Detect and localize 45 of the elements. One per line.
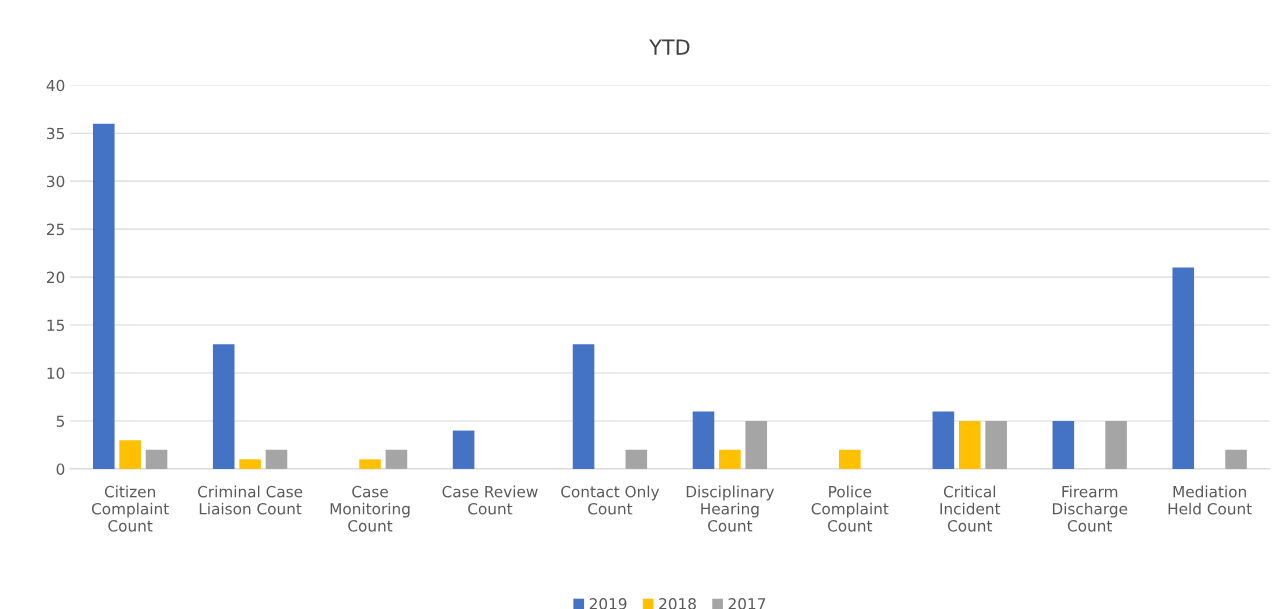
- bar: [359, 459, 381, 469]
- y-tick-label: 10: [47, 367, 65, 380]
- y-tick-label: 35: [47, 127, 64, 140]
- bar: [385, 449, 408, 469]
- x-tick-label: Citizen Complaint Count: [91, 485, 169, 532]
- x-tick-label: Criminal Case Liaison Count: [198, 485, 303, 515]
- bar: [745, 420, 768, 469]
- x-tick-label: Firearm Discharge Count: [1052, 485, 1128, 532]
- x-tick-label: Critical Incident Count: [940, 485, 1001, 532]
- bar: [239, 459, 261, 469]
- bar: [119, 440, 141, 469]
- y-tick-label: 25: [47, 223, 64, 236]
- y-tick-label: 40: [46, 79, 65, 92]
- y-tick-label: 30: [47, 175, 65, 188]
- bar: [572, 344, 595, 469]
- bar: [212, 344, 235, 469]
- y-tick-label: 0: [56, 463, 65, 475]
- legend-label: 2017: [728, 598, 766, 609]
- y-tick-label: 5: [56, 415, 64, 427]
- bar: [932, 411, 955, 469]
- bar: [625, 449, 648, 469]
- legend-label: 2018: [659, 598, 696, 609]
- y-tick-label: 20: [47, 271, 65, 284]
- x-tick-label: Police Complaint Count: [811, 485, 889, 532]
- bar: [145, 449, 168, 469]
- x-tick-label: Case Monitoring Count: [330, 485, 410, 532]
- bar: [839, 449, 861, 469]
- x-tick-label: Mediation Held Count: [1168, 485, 1252, 515]
- x-tick-label: Case Review Count: [442, 485, 538, 515]
- bar: [92, 123, 115, 469]
- x-tick-label: Disciplinary Hearing Count: [686, 485, 774, 532]
- legend-label: 2019: [589, 598, 627, 609]
- bar: [452, 430, 475, 469]
- y-tick-label: 15: [47, 319, 64, 332]
- bar: [1225, 449, 1247, 469]
- bar: [1052, 420, 1075, 469]
- chart-title: YTD: [649, 39, 690, 55]
- bar: [958, 420, 981, 469]
- bar: [719, 449, 741, 469]
- bar: [692, 411, 715, 469]
- bar: [265, 449, 288, 469]
- bar: [1172, 267, 1195, 469]
- bar: [985, 420, 1007, 469]
- x-tick-label: Contact Only Count: [561, 485, 660, 515]
- bar: [1105, 420, 1127, 469]
